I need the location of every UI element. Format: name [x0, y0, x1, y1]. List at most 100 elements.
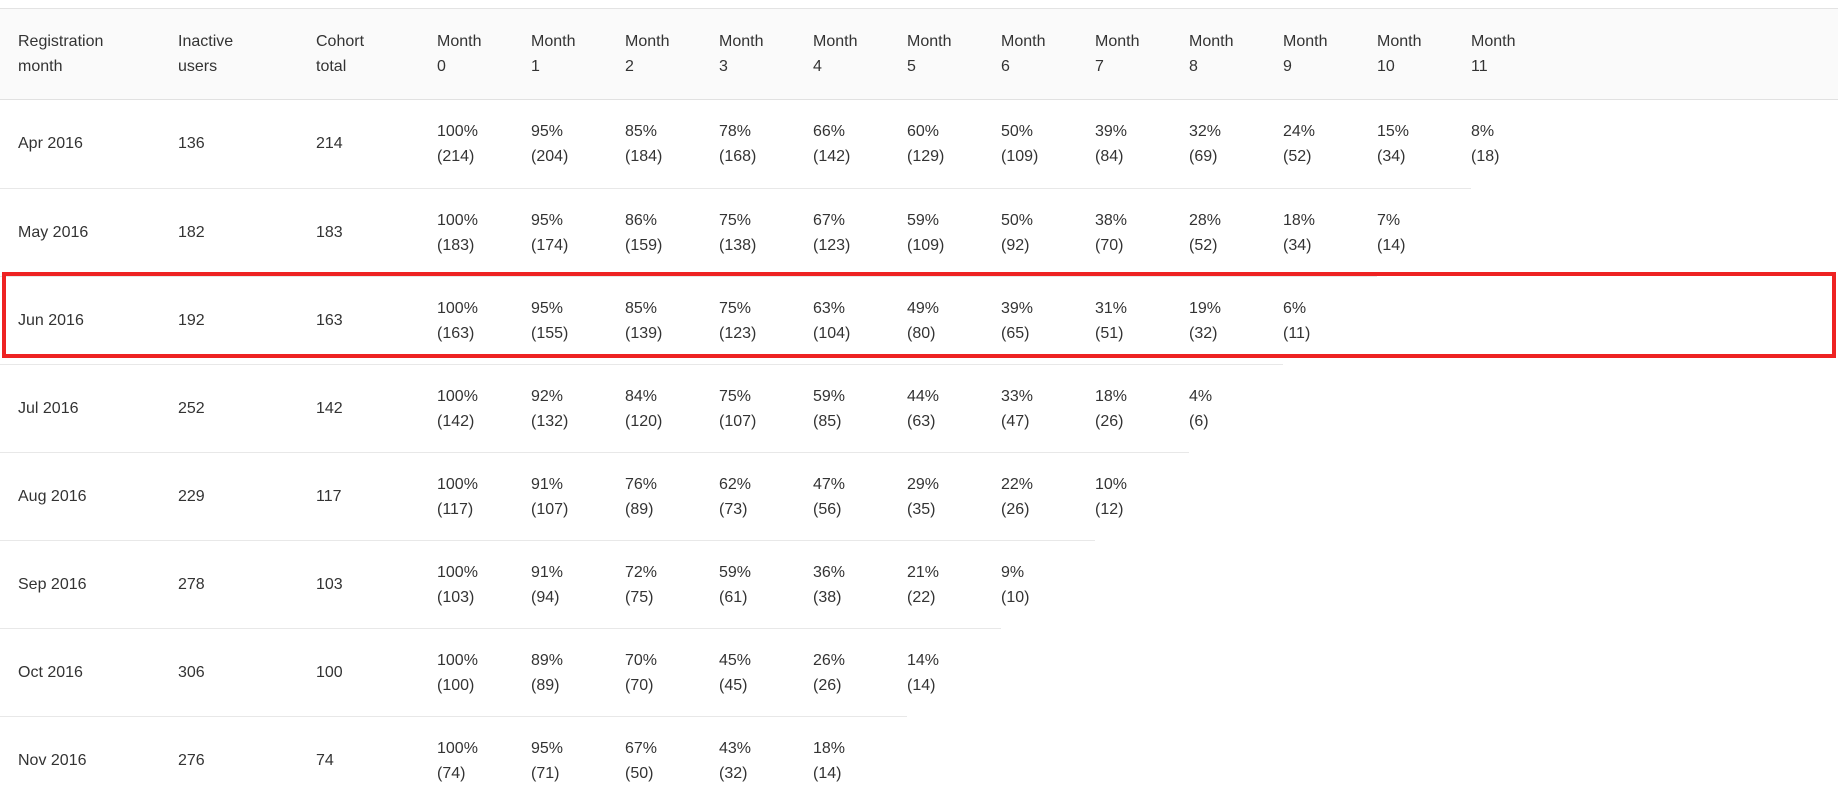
month-3-cell: 62% (73) [719, 452, 813, 540]
count-value: (18) [1471, 148, 1500, 165]
column-header-month-4: Month 4 [813, 33, 858, 75]
month-10-cell [1377, 364, 1471, 452]
month-1-cell: 91% (107) [531, 452, 625, 540]
month-4-cell: 66% (142) [813, 100, 907, 188]
count-value: (85) [813, 412, 842, 430]
month-7-cell: 31% (51) [1095, 276, 1189, 364]
column-header-month-1: Month 1 [531, 33, 576, 75]
count-value: (11) [1283, 324, 1311, 342]
registration-month-cell: May 2016 [0, 188, 178, 276]
table-row-aug-2016: Aug 2016 229 117 100% (117) 91% (107) 76% (89) 62… [0, 452, 1838, 540]
count-value: (32) [719, 764, 748, 782]
count-value: (123) [719, 324, 757, 342]
count-value: (14) [1377, 236, 1406, 254]
percentage-value: 63% [813, 299, 846, 317]
percentage-value: 39% [1095, 123, 1128, 140]
count-value: (117) [437, 500, 474, 518]
percentage-value: 29% [907, 475, 940, 493]
month-6-cell [1001, 716, 1095, 804]
month-4-cell: 47% (56) [813, 452, 907, 540]
registration-month-cell: Jul 2016 [0, 364, 178, 452]
percentage-value: 49% [907, 299, 940, 317]
inactive-users-cell: 229 [178, 452, 316, 540]
month-9-cell [1283, 540, 1377, 628]
count-value: (183) [437, 236, 475, 254]
month-9-cell [1283, 716, 1377, 804]
month-3-cell: 59% (61) [719, 540, 813, 628]
percentage-value: 75% [719, 387, 752, 405]
count-value: (120) [625, 412, 663, 430]
month-3-cell: 78% (168) [719, 100, 813, 188]
cohort-total-cell: 117 [316, 452, 437, 540]
count-value: (107) [719, 412, 757, 430]
count-value: (107) [531, 500, 569, 518]
month-6-cell [1001, 628, 1095, 716]
registration-month-cell: Jun 2016 [0, 276, 178, 364]
month-6-cell: 9% (10) [1001, 540, 1095, 628]
percentage-value: 70% [625, 651, 658, 669]
month-11-cell [1471, 188, 1838, 276]
count-value: (22) [907, 588, 936, 606]
percentage-value: 18% [1283, 211, 1316, 229]
percentage-value: 100% [437, 123, 478, 140]
count-value: (45) [719, 676, 748, 694]
inactive-users-cell: 136 [178, 135, 205, 152]
count-value: (132) [531, 412, 569, 430]
inactive-users-cell: 278 [178, 540, 316, 628]
table-body: Apr 2016 136 214 100% (214) 95% (204) 85% (184) 7… [0, 100, 1838, 804]
count-value: (73) [719, 500, 748, 518]
percentage-value: 59% [719, 563, 752, 581]
cohort-total-cell: 183 [316, 188, 437, 276]
count-value: (34) [1283, 236, 1312, 254]
percentage-value: 92% [531, 387, 564, 405]
inactive-users-cell: 306 [178, 628, 316, 716]
inactive-users-cell: 192 [178, 276, 316, 364]
percentage-value: 76% [625, 475, 658, 493]
month-5-cell: 21% (22) [907, 540, 1001, 628]
month-1-cell: 91% (94) [531, 540, 625, 628]
count-value: (155) [531, 324, 569, 342]
cohort-table: Registration month Inactive users Cohort t… [0, 8, 1838, 804]
percentage-value: 39% [1001, 299, 1034, 317]
month-2-cell: 85% (139) [625, 276, 719, 364]
month-10-cell [1377, 716, 1471, 804]
month-6-cell: 50% (92) [1001, 188, 1095, 276]
count-value: (103) [437, 588, 475, 606]
count-value: (26) [1095, 412, 1124, 430]
percentage-value: 38% [1095, 211, 1128, 229]
month-0-cell: 100% (103) [437, 540, 531, 628]
month-4-cell: 59% (85) [813, 364, 907, 452]
count-value: (71) [531, 764, 560, 782]
percentage-value: 100% [437, 387, 478, 405]
month-4-cell: 36% (38) [813, 540, 907, 628]
month-1-cell: 95% (71) [531, 716, 625, 804]
percentage-value: 7% [1377, 211, 1401, 229]
month-9-cell [1283, 628, 1377, 716]
month-0-cell: 100% (183) [437, 188, 531, 276]
month-5-cell: 59% (109) [907, 188, 1001, 276]
month-8-cell: 28% (52) [1189, 188, 1283, 276]
registration-month-cell: Apr 2016 [18, 135, 83, 152]
percentage-value: 100% [437, 563, 478, 581]
count-value: (104) [813, 324, 851, 342]
month-0-cell: 100% (163) [437, 276, 531, 364]
inactive-users-cell: 182 [178, 188, 316, 276]
month-8-cell: 19% (32) [1189, 276, 1283, 364]
inactive-users-cell: 276 [178, 716, 316, 804]
registration-month-cell: Nov 2016 [0, 716, 178, 804]
cohort-total-cell: 163 [316, 276, 437, 364]
count-value: (50) [625, 764, 654, 782]
month-9-cell: 18% (34) [1283, 188, 1377, 276]
column-header-inactive-users: Inactive users [178, 33, 234, 75]
percentage-value: 100% [437, 211, 478, 229]
month-2-cell: 67% (50) [625, 716, 719, 804]
column-header-month-11: Month 11 [1471, 33, 1516, 75]
count-value: (89) [531, 676, 560, 694]
percentage-value: 62% [719, 475, 752, 493]
cohort-total-cell: 142 [316, 364, 437, 452]
month-10-cell [1377, 628, 1471, 716]
percentage-value: 19% [1189, 299, 1222, 317]
month-8-cell [1189, 452, 1283, 540]
count-value: (75) [625, 588, 654, 606]
month-6-cell: 39% (65) [1001, 276, 1095, 364]
